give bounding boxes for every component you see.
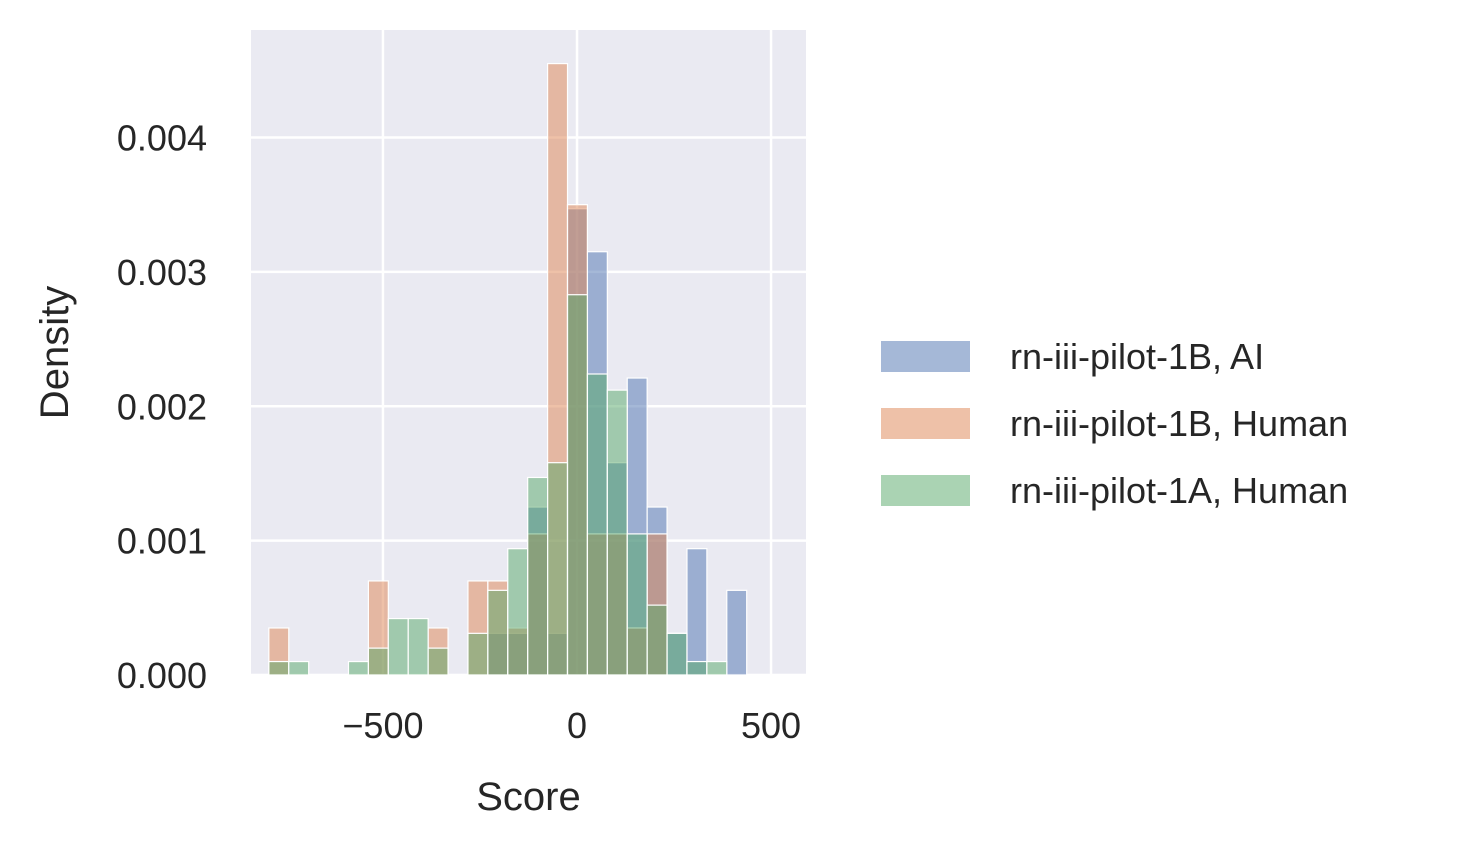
y-tick-label: 0.002 (117, 386, 207, 427)
y-axis-label: Density (33, 286, 77, 419)
histogram-bar (527, 476, 549, 676)
histogram-bar (367, 647, 389, 676)
histogram-bar (407, 617, 429, 676)
histogram-bars (268, 62, 748, 676)
histogram-bar (507, 548, 529, 676)
legend-label: rn-iii-pilot-1B, AI (1010, 336, 1264, 377)
legend-item: rn-iii-pilot-1A, Human (881, 470, 1348, 511)
y-axis-ticks: 0.000 0.001 0.002 0.003 0.004 (117, 118, 207, 697)
y-tick-label: 0.000 (117, 655, 207, 696)
histogram-bar (467, 632, 489, 676)
legend-label: rn-iii-pilot-1A, Human (1010, 470, 1348, 511)
legend-swatch (881, 408, 970, 439)
histogram-bar (347, 660, 370, 676)
histogram-bar (387, 617, 409, 676)
histogram-bar (706, 660, 728, 676)
histogram-bar (586, 373, 608, 676)
histogram-bar (427, 647, 449, 676)
histogram-bar (487, 589, 509, 676)
x-tick-label: 0 (567, 705, 587, 746)
histogram-bar (726, 589, 748, 676)
histogram-bar (666, 632, 688, 676)
x-tick-label: −500 (342, 705, 423, 746)
series-3-bars (268, 294, 728, 676)
legend-label: rn-iii-pilot-1B, Human (1010, 403, 1348, 444)
histogram-bar (686, 660, 708, 676)
y-tick-label: 0.001 (117, 521, 207, 562)
histogram-bar (606, 389, 628, 676)
histogram-bar (626, 533, 648, 676)
x-tick-label: 500 (741, 705, 801, 746)
x-axis-label: Score (476, 775, 581, 819)
y-tick-label: 0.003 (117, 252, 207, 293)
legend: rn-iii-pilot-1B, AI rn-iii-pilot-1B, Huma… (881, 336, 1348, 511)
histogram-bar (686, 548, 708, 676)
histogram-bar (566, 294, 589, 676)
histogram-bar (268, 660, 290, 676)
legend-item: rn-iii-pilot-1B, AI (881, 336, 1264, 377)
y-tick-label: 0.004 (117, 118, 207, 159)
histogram-bar (288, 660, 310, 676)
legend-swatch (881, 341, 970, 372)
histogram-bar (546, 462, 569, 676)
legend-swatch (881, 475, 970, 506)
x-axis-ticks: −500 0 500 (342, 705, 801, 746)
histogram-bar (646, 604, 668, 676)
legend-item: rn-iii-pilot-1B, Human (881, 403, 1348, 444)
